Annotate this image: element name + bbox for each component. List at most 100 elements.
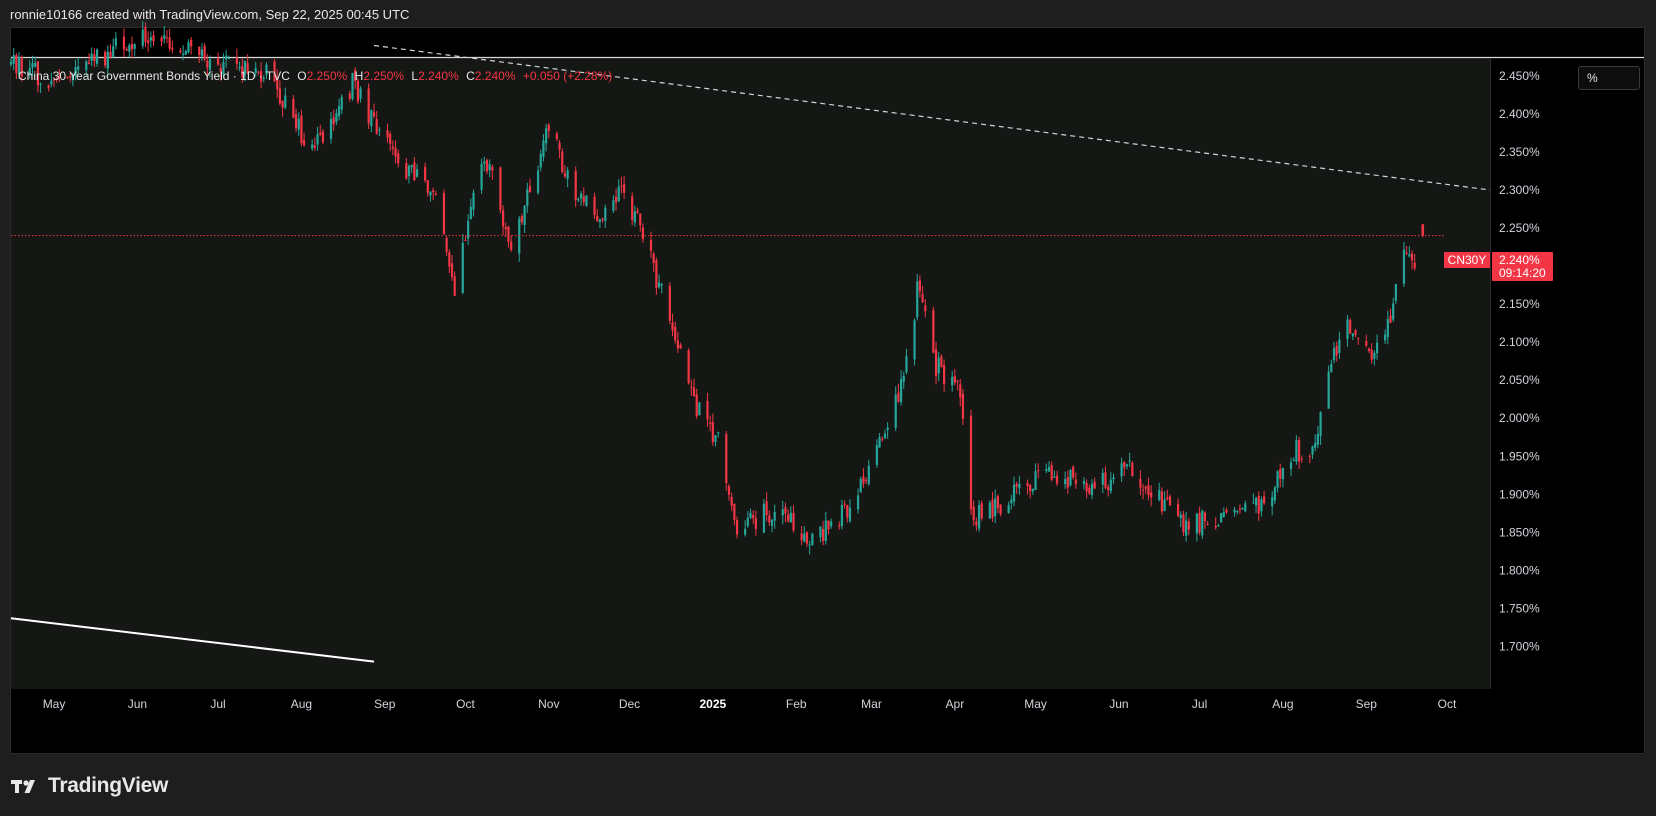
candle bbox=[1367, 347, 1371, 354]
tradingview-logo[interactable]: TradingView bbox=[11, 774, 168, 798]
candle bbox=[1236, 510, 1239, 515]
dashed-trendline[interactable] bbox=[373, 44, 1491, 191]
candle bbox=[1263, 490, 1266, 505]
candle bbox=[991, 491, 994, 522]
candle bbox=[980, 500, 983, 521]
candle bbox=[1292, 457, 1295, 462]
candle bbox=[1335, 341, 1338, 362]
candle bbox=[165, 29, 169, 44]
candle bbox=[66, 76, 69, 79]
candle bbox=[292, 95, 295, 119]
candle bbox=[1316, 425, 1319, 449]
candle bbox=[203, 43, 206, 62]
candle bbox=[415, 163, 419, 178]
last-price-label-bg bbox=[1492, 252, 1553, 281]
candle bbox=[918, 275, 922, 298]
candle bbox=[1314, 434, 1317, 452]
candle bbox=[1319, 411, 1322, 445]
candle bbox=[1203, 511, 1207, 529]
candle bbox=[367, 83, 370, 129]
candle bbox=[335, 108, 338, 126]
time-scale[interactable]: May Jun Jul Aug Sep Oct Nov Dec 2025 Feb Mar Apr May… bbox=[43, 697, 1457, 711]
candle bbox=[281, 100, 284, 117]
candle bbox=[1201, 509, 1204, 539]
candle bbox=[789, 506, 792, 523]
candle bbox=[31, 55, 34, 76]
candle bbox=[356, 78, 359, 104]
candle bbox=[819, 526, 822, 543]
candle bbox=[1241, 507, 1244, 511]
candle bbox=[128, 43, 131, 58]
candle bbox=[198, 46, 201, 63]
candle bbox=[294, 108, 298, 132]
candle bbox=[1045, 463, 1048, 474]
candle bbox=[1254, 496, 1258, 513]
candle bbox=[1332, 341, 1336, 364]
price-unit-button[interactable]: % bbox=[1578, 66, 1640, 90]
candle bbox=[762, 498, 766, 534]
legend-open-label: O bbox=[297, 69, 307, 83]
candle bbox=[52, 77, 56, 87]
candle bbox=[733, 503, 736, 526]
last-candle bbox=[1421, 224, 1425, 238]
time-tick-label: 2025 bbox=[700, 697, 727, 711]
candle bbox=[838, 521, 841, 530]
candle bbox=[386, 123, 389, 143]
candle bbox=[168, 28, 171, 52]
candle bbox=[254, 62, 257, 77]
candle bbox=[1260, 496, 1263, 517]
candle bbox=[133, 43, 136, 56]
legend-high-label: H bbox=[354, 69, 364, 83]
candle bbox=[725, 430, 728, 491]
candle bbox=[58, 69, 61, 82]
last-price-label: 2.240% bbox=[1499, 253, 1540, 267]
candle bbox=[604, 204, 607, 229]
candle bbox=[227, 55, 230, 60]
candle bbox=[977, 500, 981, 532]
candle bbox=[1160, 487, 1164, 515]
candle bbox=[1338, 331, 1341, 359]
price-tick-label: 2.450% bbox=[1499, 69, 1540, 83]
candle bbox=[1107, 484, 1110, 497]
candle bbox=[55, 76, 58, 83]
candle bbox=[297, 112, 300, 136]
candle bbox=[313, 137, 316, 151]
candle bbox=[1351, 333, 1354, 341]
price-tick-label: 1.750% bbox=[1499, 601, 1540, 615]
candle bbox=[676, 331, 679, 354]
candle bbox=[461, 234, 464, 295]
trendlines-layer[interactable] bbox=[10, 44, 1491, 663]
candle bbox=[216, 52, 220, 66]
time-tick-label: Mar bbox=[861, 697, 882, 711]
candle bbox=[90, 47, 93, 67]
candle bbox=[547, 122, 550, 139]
solid-trendline[interactable] bbox=[10, 617, 375, 663]
legend-change: +0.050 (+2.28%) bbox=[522, 69, 613, 83]
candle bbox=[337, 98, 341, 121]
candle bbox=[332, 109, 335, 132]
candle bbox=[491, 164, 494, 180]
candle bbox=[1072, 465, 1075, 480]
price-scale[interactable]: 2.450%2.400%2.350%2.300%2.250%2.200%2.15… bbox=[1499, 69, 1540, 654]
candle bbox=[20, 55, 23, 82]
candle bbox=[827, 520, 830, 535]
candle bbox=[770, 519, 774, 533]
symbol-tag: CN30Y bbox=[1448, 253, 1487, 267]
candle bbox=[671, 313, 674, 337]
candle bbox=[1276, 470, 1279, 493]
candle bbox=[1405, 245, 1408, 256]
candle bbox=[561, 148, 564, 174]
candle bbox=[1047, 461, 1051, 472]
candle bbox=[943, 359, 946, 392]
candle bbox=[391, 140, 394, 156]
candle bbox=[972, 500, 975, 526]
candle bbox=[182, 45, 185, 61]
candle bbox=[39, 82, 42, 94]
candle bbox=[257, 70, 260, 76]
candle bbox=[130, 36, 134, 59]
candle bbox=[585, 195, 588, 207]
candle bbox=[523, 205, 526, 233]
time-tick-label: Jul bbox=[1192, 697, 1207, 711]
candle bbox=[112, 38, 115, 58]
